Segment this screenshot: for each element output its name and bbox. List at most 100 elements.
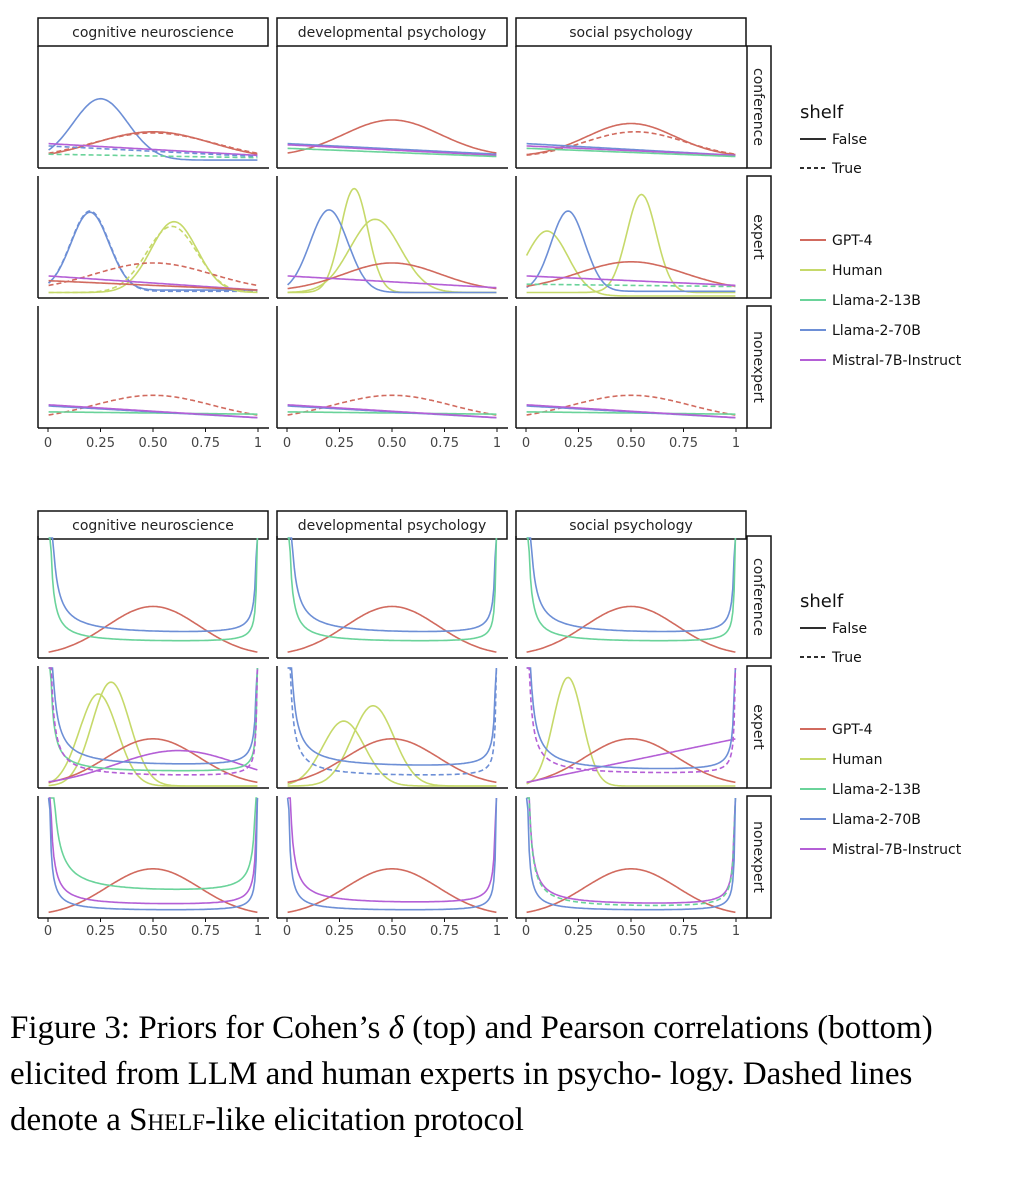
legend-label-series: GPT-4 <box>832 722 873 738</box>
density-curve-gpt-4 <box>526 260 736 287</box>
density-curve-gpt-4 <box>526 737 736 784</box>
facet-panel <box>515 666 747 789</box>
x-tick-label: 0 <box>283 436 291 451</box>
facet-panel <box>276 666 508 789</box>
legend-label-series: Llama-2-13B <box>832 293 921 309</box>
caption-delta: δ <box>388 1010 404 1046</box>
facet-panel <box>37 536 269 659</box>
density-curve-mistral-7b-instruct <box>526 738 736 784</box>
facet-panel <box>276 796 508 919</box>
density-curve-llama-2-70b <box>287 537 498 633</box>
facet-panel <box>276 46 508 169</box>
figure-canvas: cognitive neuroscience developmental psyc… <box>37 17 962 939</box>
x-tick-label: 0 <box>283 924 291 939</box>
x-tick-label: 0.75 <box>430 924 459 939</box>
density-curve-human <box>525 230 736 297</box>
facet-strip-row <box>746 795 772 919</box>
density-curve-mistral-7b-instruct <box>48 667 259 776</box>
density-curve-llama-2-13b <box>48 667 259 772</box>
x-tick-label: 0.25 <box>86 924 115 939</box>
facet-label-column: cognitive neuroscience <box>72 518 234 534</box>
facet-strip-column <box>515 510 747 540</box>
facet-panel <box>37 666 269 789</box>
facet-panel <box>37 306 269 429</box>
x-tick-label: 0.50 <box>139 924 168 939</box>
facet-strip-column <box>37 17 269 47</box>
facet-label-column: developmental psychology <box>298 25 487 41</box>
facet-label-column: social psychology <box>569 25 693 41</box>
density-curve-llama-2-70b <box>47 797 259 911</box>
facet-strip-column <box>37 510 269 540</box>
density-curve-llama-2-13b <box>48 537 259 642</box>
facet-label-column: cognitive neuroscience <box>72 25 234 41</box>
x-tick-label: 0.50 <box>378 924 407 939</box>
density-curve-gpt-4 <box>526 131 736 156</box>
x-tick-label: 0 <box>44 436 52 451</box>
density-curve-llama-2-13b <box>287 147 497 158</box>
density-curve-llama-2-70b <box>48 97 258 161</box>
legend-label-series: Human <box>832 263 883 279</box>
x-tick-label: 1 <box>732 436 740 451</box>
legend-label-shelf: True <box>831 161 862 177</box>
density-curve-human <box>287 704 497 787</box>
facet-panel <box>276 176 508 299</box>
density-curve-gpt-4 <box>48 867 258 914</box>
density-curve-llama-2-13b <box>287 537 498 642</box>
density-curve-llama-2-13b <box>287 411 497 416</box>
legend-label-shelf: False <box>832 132 867 148</box>
facet-label-row: conference <box>750 558 766 636</box>
x-tick-label: 0.50 <box>378 436 407 451</box>
facet-strip-row <box>746 45 772 169</box>
density-curve-llama-2-13b <box>48 411 258 416</box>
density-curve-llama-2-13b <box>526 411 736 416</box>
x-tick-label: 1 <box>732 924 740 939</box>
density-curve-mistral-7b-instruct <box>48 749 258 783</box>
caption-middle: (top) and Pearson correlations (bottom) … <box>10 1010 933 1138</box>
facet-panel <box>515 176 747 299</box>
facet-strip-row <box>746 665 772 789</box>
density-curve-gpt-4 <box>48 262 258 287</box>
x-tick-label: 0 <box>44 924 52 939</box>
density-curve-llama-2-70b <box>48 667 259 765</box>
x-tick-label: 0.50 <box>617 924 646 939</box>
legend-label-shelf: False <box>832 621 867 637</box>
density-curve-mistral-7b-instruct <box>526 404 736 419</box>
x-tick-label: 0.25 <box>564 436 593 451</box>
density-curve-mistral-7b-instruct <box>287 275 497 289</box>
facet-strip-row <box>746 535 772 659</box>
density-curve-gpt-4 <box>287 737 497 784</box>
density-curve-human <box>48 681 258 787</box>
density-curve-llama-2-70b <box>287 142 497 155</box>
x-tick-label: 1 <box>493 436 501 451</box>
density-curve-llama-2-70b <box>48 537 259 633</box>
caption-suffix: -like elicitation protocol <box>204 1102 524 1138</box>
density-curve-llama-2-70b <box>526 537 737 633</box>
x-tick-label: 1 <box>254 924 262 939</box>
x-tick-label: 0 <box>522 436 530 451</box>
facet-panel <box>515 536 747 659</box>
density-curve-mistral-7b-instruct <box>287 404 497 419</box>
legend-label-series: Llama-2-70B <box>832 812 921 828</box>
density-curve-llama-2-70b <box>526 667 737 770</box>
legend-title-shelf: shelf <box>800 591 844 612</box>
legend-label-series: Llama-2-70B <box>832 323 921 339</box>
x-tick-label: 1 <box>493 924 501 939</box>
density-curve-llama-2-13b <box>526 797 737 907</box>
facet-strip-row <box>746 175 772 299</box>
density-curve-mistral-7b-instruct <box>526 797 737 904</box>
density-curve-mistral-7b-instruct <box>526 667 737 774</box>
legend-title-shelf: shelf <box>800 102 844 123</box>
density-curve-llama-2-70b <box>526 210 736 293</box>
x-tick-label: 0.25 <box>325 436 354 451</box>
facet-panel <box>276 536 508 659</box>
density-curve-mistral-7b-instruct <box>48 797 259 905</box>
density-curve-gpt-4 <box>48 279 258 291</box>
density-curve-gpt-4 <box>287 119 497 154</box>
density-curve-llama-2-70b <box>48 210 258 293</box>
density-curve-human <box>526 676 736 787</box>
facet-label-row: nonexpert <box>750 331 766 403</box>
density-curve-human <box>48 225 258 294</box>
facet-strip-column <box>276 510 508 540</box>
facet-label-column: developmental psychology <box>298 518 487 534</box>
density-curve-llama-2-70b <box>525 797 737 911</box>
